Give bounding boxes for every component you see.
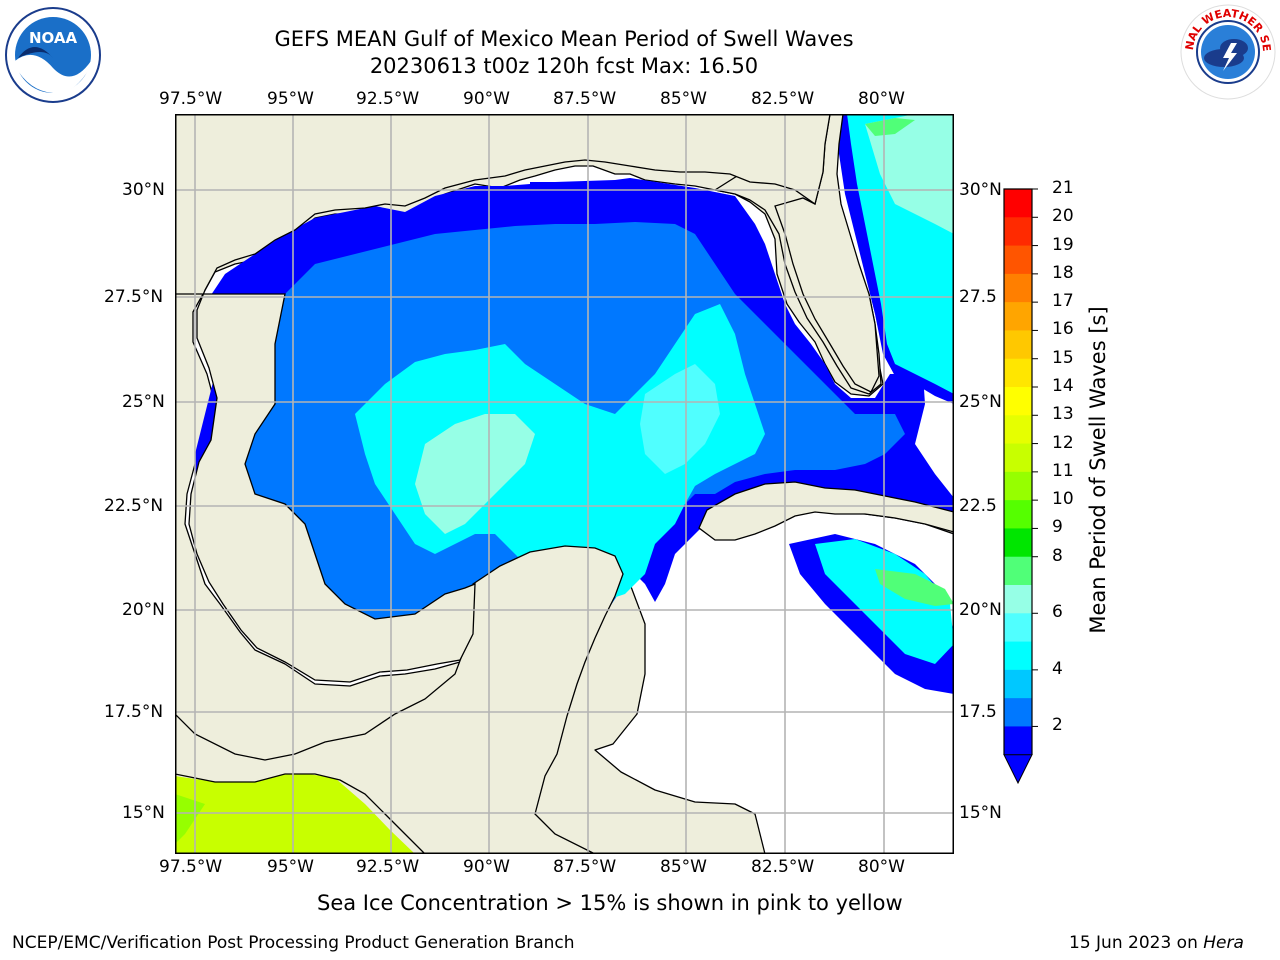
lat-tick-left: 15°N [122,803,165,823]
colorbar-segment [1004,698,1032,727]
lon-tick-bottom: 92.5°W [356,857,420,877]
graticule [175,114,954,854]
colorbar-segment [1004,330,1032,360]
colorbar-segment [1004,556,1032,586]
swell-pacific-green [175,794,205,844]
yucatan-overlay [175,545,624,854]
colorbar-title: Mean Period of Swell Waves [s] [1086,306,1110,634]
noaa-logo-text: NOAA [29,29,78,47]
colorbar-tick-label: 17 [1052,291,1074,312]
lon-tick-bottom: 80°W [858,857,905,877]
colorbar-segment [1004,443,1032,473]
lon-tick-top: 95°W [267,89,314,109]
colorbar-segment [1004,726,1032,756]
lon-tick-bottom: 97.5°W [159,857,223,877]
footer-date-text: 15 Jun 2023 on [1069,933,1204,953]
lon-tick-bottom: 82.5°W [751,857,815,877]
lon-tick-top: 80°W [858,89,905,109]
map-title: GEFS MEAN Gulf of Mexico Mean Period of … [274,27,854,51]
lon-tick-top: 85°W [660,89,707,109]
sea-ice-note: Sea Ice Concentration > 15% is shown in … [317,891,903,915]
lat-tick-right: 17.5 [959,702,997,722]
colorbar-tick-label: 2 [1052,715,1063,736]
colorbar [1000,186,1040,790]
gulf-map [175,114,954,854]
colorbar-tick-label: 10 [1052,489,1074,510]
map-subtitle: 20230613 t00z 120h fcst Max: 16.50 [369,54,759,78]
colorbar-tick-label: 12 [1052,432,1074,453]
colorbar-segment [1004,528,1032,558]
lat-tick-right: 25°N [959,392,1002,412]
nws-logo: NATIONAL WEATHER SERVICE [1174,0,1277,105]
lon-tick-bottom: 95°W [267,857,314,877]
colorbar-segment [1004,500,1032,529]
colorbar-segment [1004,585,1032,614]
lon-tick-bottom: 90°W [463,857,510,877]
colorbar-scale [1003,188,1038,785]
footer-host: Hera [1203,933,1244,953]
lon-tick-top: 92.5°W [356,89,420,109]
map-frame [175,114,954,854]
land-overlay [175,114,954,854]
lon-tick-top: 87.5°W [553,89,617,109]
swell-field [175,114,954,854]
lon-tick-top: 97.5°W [159,89,223,109]
colorbar-segment [1004,273,1032,303]
cuba-overlay [698,481,954,541]
colorbar-segment [1004,641,1032,671]
colorbar-tick-label: 4 [1052,658,1063,679]
colorbar-segment [1004,189,1032,218]
lat-tick-right: 30°N [959,180,1002,200]
colorbar-tick-label: 21 [1052,178,1074,198]
lat-tick-left: 27.5°N [104,287,164,307]
swell-atlantic-light [865,114,954,234]
colorbar-segment [1004,669,1032,699]
lat-tick-left: 22.5°N [104,496,164,516]
lon-tick-top: 90°W [463,89,510,109]
colorbar-tick-label: 11 [1052,460,1074,481]
footer-date: 15 Jun 2023 on Hera [1069,933,1244,953]
colorbar-segment [1004,613,1032,643]
colorbar-segment [1004,245,1032,275]
colorbar-segment [1004,387,1032,416]
lat-tick-left: 17.5°N [104,702,164,722]
colorbar-tick-label: 6 [1052,602,1063,623]
lat-tick-right: 27.5 [959,287,997,307]
lat-tick-right: 22.5 [959,496,997,516]
colorbar-tick-label: 16 [1052,319,1074,340]
colorbar-segment [1004,302,1032,331]
gulf-coast-overlay [175,114,831,683]
lon-tick-bottom: 85°W [660,857,707,877]
lat-tick-left: 20°N [122,600,165,620]
swell-8s-region-2 [640,364,720,474]
lon-tick-bottom: 87.5°W [553,857,617,877]
colorbar-tick-label: 18 [1052,262,1074,283]
swell-caribbean-green [875,569,954,606]
swell-6s-region [355,304,765,604]
lat-tick-right: 15°N [959,803,1002,823]
lon-tick-top: 82.5°W [751,89,815,109]
colorbar-segment [1004,415,1032,445]
colorbar-segment [1004,358,1032,388]
swell-8s-region [415,414,535,534]
colorbar-segment [1004,471,1032,501]
colorbar-tick-label: 14 [1052,376,1074,396]
colorbar-segment [1004,217,1032,247]
colorbar-tick-label: 13 [1052,404,1074,425]
colorbar-extend-arrow [1003,754,1033,785]
colorbar-tick-label: 19 [1052,234,1074,255]
lat-tick-right: 20°N [959,600,1002,620]
footer-credit: NCEP/EMC/Verification Post Processing Pr… [12,933,575,953]
lat-tick-left: 30°N [122,180,165,200]
colorbar-tick-label: 20 [1052,206,1074,227]
swell-atlantic-green [865,118,915,136]
lat-tick-left: 25°N [122,392,165,412]
colorbar-tick-label: 9 [1052,517,1063,538]
colorbar-tick-label: 15 [1052,347,1074,368]
noaa-logo: NOAA [4,6,102,108]
colorbar-tick-label: 8 [1052,545,1063,566]
